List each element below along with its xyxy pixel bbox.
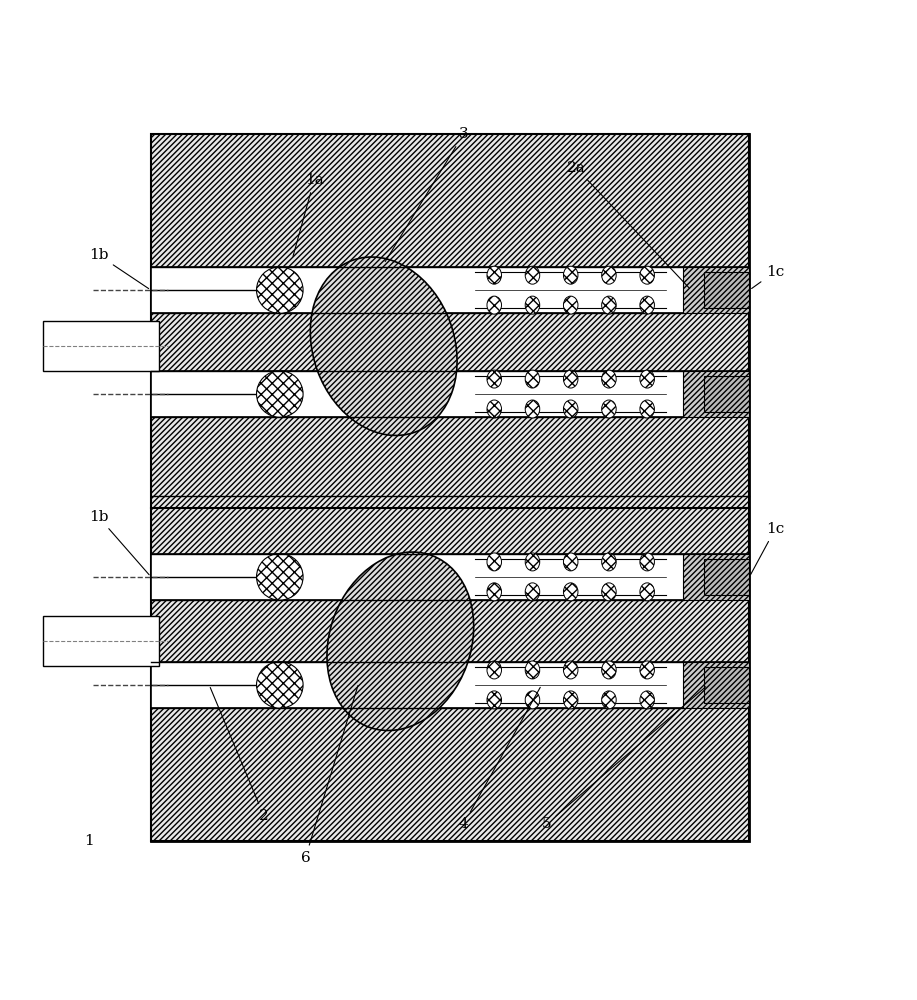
- Circle shape: [257, 662, 304, 708]
- Bar: [151, 662, 749, 708]
- Bar: [293, 556, 683, 598]
- Bar: [683, 371, 749, 417]
- Circle shape: [257, 371, 304, 417]
- Ellipse shape: [640, 661, 655, 679]
- Ellipse shape: [563, 400, 578, 418]
- Bar: [151, 554, 749, 600]
- Text: 1a: 1a: [293, 173, 324, 256]
- Ellipse shape: [525, 553, 540, 571]
- Ellipse shape: [640, 553, 655, 571]
- Text: 1: 1: [83, 834, 94, 848]
- Bar: [151, 134, 749, 841]
- Ellipse shape: [487, 400, 502, 418]
- Ellipse shape: [487, 266, 502, 284]
- Bar: [703, 667, 749, 703]
- Ellipse shape: [602, 583, 616, 601]
- Ellipse shape: [327, 552, 474, 731]
- Bar: [151, 267, 749, 313]
- Bar: [293, 373, 683, 415]
- Text: 1b: 1b: [89, 248, 149, 289]
- Ellipse shape: [487, 553, 502, 571]
- Ellipse shape: [487, 370, 502, 388]
- Ellipse shape: [310, 257, 457, 435]
- Ellipse shape: [487, 661, 502, 679]
- Bar: [683, 554, 749, 600]
- Ellipse shape: [525, 370, 540, 388]
- Text: 2: 2: [210, 687, 269, 823]
- Ellipse shape: [525, 691, 540, 709]
- Circle shape: [257, 267, 304, 313]
- Ellipse shape: [563, 691, 578, 709]
- Ellipse shape: [487, 583, 502, 601]
- Ellipse shape: [563, 370, 578, 388]
- Ellipse shape: [525, 583, 540, 601]
- Bar: [703, 272, 749, 308]
- Bar: [151, 371, 749, 417]
- Ellipse shape: [487, 296, 502, 314]
- Ellipse shape: [563, 553, 578, 571]
- Text: 4: 4: [458, 687, 540, 831]
- Ellipse shape: [525, 661, 540, 679]
- Text: 3: 3: [385, 127, 468, 262]
- Ellipse shape: [487, 691, 502, 709]
- Ellipse shape: [640, 400, 655, 418]
- Text: 1c: 1c: [751, 522, 784, 574]
- Ellipse shape: [602, 400, 616, 418]
- Ellipse shape: [602, 661, 616, 679]
- Ellipse shape: [563, 661, 578, 679]
- Bar: [293, 269, 683, 311]
- Ellipse shape: [640, 583, 655, 601]
- Bar: [293, 664, 683, 706]
- Ellipse shape: [525, 400, 540, 418]
- Ellipse shape: [602, 553, 616, 571]
- Text: 6: 6: [301, 686, 358, 865]
- Bar: [703, 376, 749, 412]
- Text: 1b: 1b: [89, 510, 149, 575]
- Bar: [703, 559, 749, 595]
- Ellipse shape: [602, 266, 616, 284]
- Ellipse shape: [563, 266, 578, 284]
- Ellipse shape: [602, 296, 616, 314]
- Text: 2a: 2a: [567, 161, 690, 288]
- Bar: [683, 267, 749, 313]
- Bar: [683, 662, 749, 708]
- Ellipse shape: [563, 583, 578, 601]
- Ellipse shape: [525, 266, 540, 284]
- Circle shape: [257, 554, 304, 600]
- Bar: [43, 616, 160, 666]
- Text: 5: 5: [542, 687, 706, 831]
- Ellipse shape: [640, 266, 655, 284]
- Ellipse shape: [640, 296, 655, 314]
- Ellipse shape: [602, 691, 616, 709]
- Text: 1c: 1c: [752, 265, 784, 289]
- Ellipse shape: [525, 296, 540, 314]
- Bar: [43, 321, 160, 371]
- Bar: [151, 134, 749, 841]
- Ellipse shape: [640, 691, 655, 709]
- Ellipse shape: [602, 370, 616, 388]
- Ellipse shape: [563, 296, 578, 314]
- Ellipse shape: [640, 370, 655, 388]
